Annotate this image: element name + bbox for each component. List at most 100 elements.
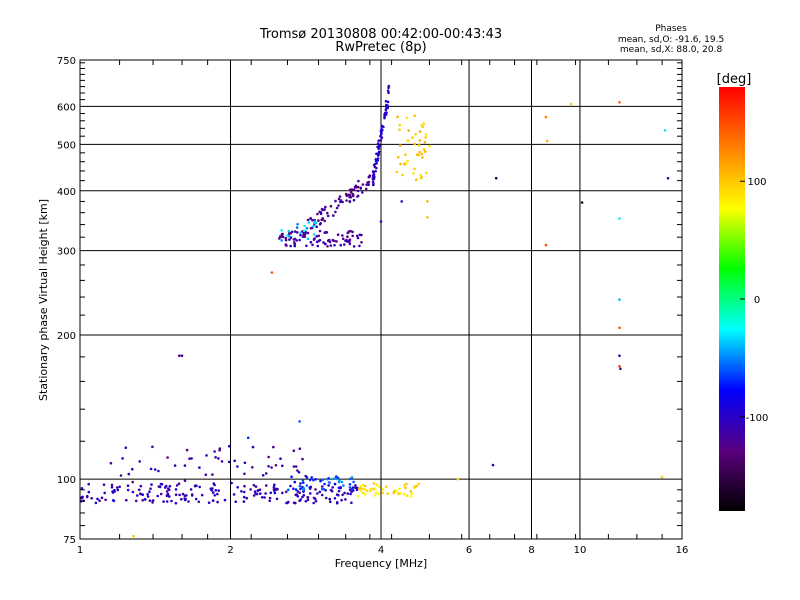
- scatter-point: [136, 494, 139, 497]
- scatter-point: [306, 498, 310, 502]
- scatter-point: [217, 457, 220, 460]
- scatter-point: [119, 474, 123, 477]
- y-tick-label: 750: [57, 56, 76, 67]
- x-tick-label: 1: [77, 545, 83, 556]
- scatter-point: [318, 490, 322, 494]
- scatter-point: [157, 485, 161, 488]
- scatter-point: [396, 115, 399, 119]
- scatter-point: [409, 489, 413, 493]
- scatter-point: [251, 445, 255, 449]
- scatter-point: [126, 488, 130, 492]
- scatter-point: [348, 200, 352, 203]
- scatter-point: [243, 472, 246, 476]
- scatter-point: [361, 491, 365, 495]
- scatter-point: [338, 195, 342, 198]
- scatter-point: [335, 501, 339, 504]
- scatter-point: [618, 354, 621, 358]
- scatter-point: [333, 244, 336, 247]
- scatter-point: [284, 490, 288, 494]
- scatter-point: [424, 133, 428, 136]
- scatter-point: [323, 208, 326, 211]
- scatter-point: [118, 485, 121, 489]
- scatter-point: [413, 167, 416, 171]
- scatter-point: [343, 491, 346, 495]
- y-tick-label: 200: [57, 331, 76, 342]
- scatter-point: [377, 492, 380, 496]
- scatter-point: [301, 495, 304, 499]
- scatter-point: [314, 499, 318, 503]
- scatter-point: [306, 496, 310, 499]
- scatter-point: [326, 245, 329, 248]
- scatter-point: [378, 144, 382, 148]
- scatter-point: [168, 495, 171, 498]
- scatter-point: [358, 244, 361, 248]
- scatter-point: [141, 499, 144, 502]
- scatter-point: [310, 476, 314, 479]
- scatter-point: [375, 162, 378, 165]
- scatter-point: [297, 471, 301, 474]
- scatter-point: [428, 144, 431, 148]
- scatter-point: [306, 218, 310, 222]
- scatter-point: [356, 195, 359, 198]
- scatter-point: [264, 492, 267, 495]
- scatter-point: [284, 238, 288, 242]
- scatter-point: [296, 495, 300, 498]
- scatter-point: [298, 238, 302, 242]
- scatter-point: [328, 238, 331, 242]
- scatter-point: [618, 101, 621, 104]
- scatter-point: [346, 235, 349, 238]
- scatter-point: [211, 487, 214, 490]
- scatter-point: [324, 205, 327, 209]
- scatter-point: [312, 238, 316, 241]
- scatter-point: [397, 492, 400, 495]
- scatter-point: [127, 472, 131, 476]
- scatter-point: [309, 492, 312, 495]
- scatter-point: [345, 199, 348, 202]
- scatter-point: [111, 499, 115, 502]
- scatter-point: [371, 180, 375, 184]
- scatter-point: [124, 446, 128, 450]
- scatter-point: [361, 191, 364, 194]
- scatter-point: [275, 487, 278, 491]
- scatter-point: [198, 485, 201, 489]
- scatter-point: [278, 237, 281, 240]
- scatter-point: [387, 84, 391, 88]
- scatter-point: [301, 479, 305, 482]
- scatter-point: [223, 498, 227, 502]
- scatter-point: [293, 480, 297, 484]
- scatter-point: [183, 494, 187, 498]
- scatter-point: [149, 467, 153, 471]
- scatter-point: [379, 220, 383, 223]
- scatter-point: [302, 229, 306, 233]
- scatter-point: [374, 491, 378, 494]
- scatter-point: [149, 487, 152, 491]
- scatter-point: [329, 244, 333, 247]
- scatter-point: [267, 455, 271, 459]
- scatter-point: [270, 271, 274, 274]
- scatter-point: [413, 142, 417, 146]
- scatter-point: [263, 496, 266, 499]
- scatter-point: [386, 492, 389, 496]
- scatter-point: [293, 230, 297, 233]
- scatter-point: [373, 494, 377, 497]
- scatter-point: [125, 498, 128, 502]
- scatter-point: [395, 170, 399, 174]
- scatter-point: [189, 488, 193, 491]
- scatter-point: [290, 475, 293, 479]
- scatter-point: [386, 100, 390, 104]
- x-tick-label: 2: [227, 545, 233, 556]
- scatter-point: [379, 139, 383, 142]
- scatter-point: [376, 154, 380, 157]
- scatter-point: [292, 465, 296, 468]
- scatter-point: [156, 494, 159, 498]
- scatter-point: [360, 233, 363, 237]
- y-tick-label: 100: [57, 475, 76, 486]
- scatter-point: [275, 497, 279, 501]
- scatter-point: [163, 486, 167, 489]
- scatter-point: [494, 176, 498, 180]
- chart-subtitle: RwPretec (8p): [335, 40, 427, 55]
- scatter-point: [323, 242, 327, 246]
- scatter-point: [356, 495, 360, 498]
- scatter-point: [349, 229, 352, 233]
- scatter-point: [660, 475, 664, 479]
